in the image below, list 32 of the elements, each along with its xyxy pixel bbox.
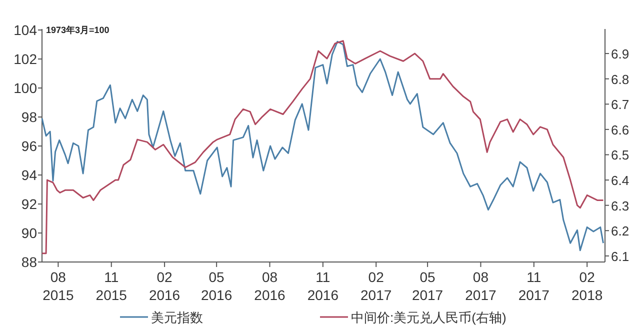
- x-tick-label: 02 2018: [572, 269, 603, 303]
- y-tick-label: 88: [21, 254, 38, 270]
- y-tick-label: 90: [21, 225, 38, 241]
- y-tick-label: 92: [21, 196, 38, 212]
- x-tick-label: 11 2017: [518, 269, 550, 303]
- y2-tick-label: 6.4: [611, 173, 630, 188]
- y-tick-label: 96: [21, 138, 38, 154]
- y-tick-label: 98: [21, 109, 38, 125]
- x-tick-label: 02 2017: [360, 269, 392, 303]
- y-tick-label: 104: [14, 22, 38, 38]
- y2-tick-label: 6.7: [611, 97, 630, 112]
- x-tick-label: 02 2016: [148, 269, 180, 303]
- y-tick-label: 102: [14, 51, 38, 67]
- x-tick-label: 11 2015: [96, 269, 128, 303]
- x-tick-label: 08 2017: [465, 269, 497, 303]
- y2-tick-label: 6.8: [611, 72, 630, 87]
- y2-tick-label: 6.1: [611, 248, 630, 264]
- x-tick-label: 08 2016: [254, 269, 286, 303]
- y2-tick-label: 6.3: [611, 198, 630, 214]
- y2-tick-label: 6.5: [611, 148, 630, 163]
- x-tick-label: 08 2015: [42, 269, 74, 303]
- x-tick-label: 05 2016: [200, 269, 232, 303]
- y2-tick-label: 6.6: [611, 122, 630, 138]
- legend-label: 中间价:美元兑人民币(右轴): [351, 310, 506, 325]
- y2-tick-label: 6.2: [611, 224, 630, 239]
- y2-tick-label: 6.9: [611, 46, 630, 62]
- annotation: 1973年3月=100: [46, 25, 110, 35]
- y-tick-label: 100: [14, 80, 38, 96]
- legend-label: 美元指数: [151, 310, 203, 325]
- y-tick-label: 94: [21, 167, 38, 183]
- x-tick-label: 11 2016: [307, 269, 339, 303]
- x-tick-label: 05 2017: [412, 269, 444, 303]
